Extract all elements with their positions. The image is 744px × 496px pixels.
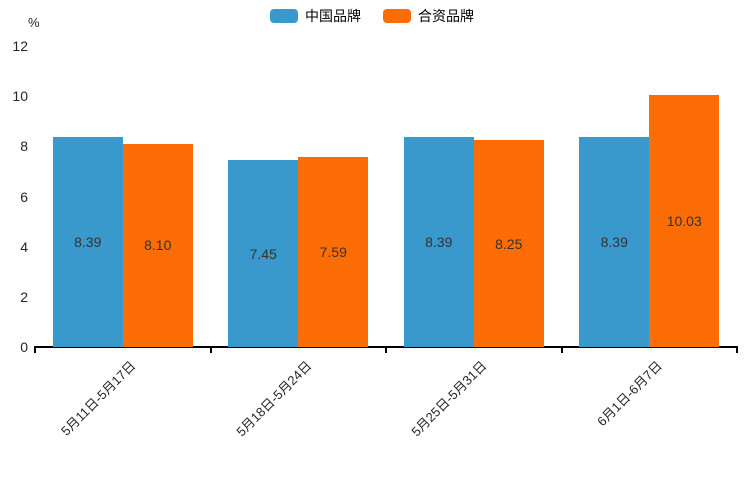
bar-series-1-group-4[interactable]	[579, 136, 650, 347]
bar-series-2-group-1[interactable]	[122, 143, 193, 347]
x-axis-line	[34, 346, 738, 348]
legend-swatch	[270, 9, 298, 23]
bar-series-1-group-3[interactable]	[403, 136, 474, 347]
x-tick-mark	[736, 348, 738, 353]
y-tick-label: 0	[20, 339, 28, 355]
bar-value-label: 7.45	[249, 245, 277, 262]
x-tick-label: 5月25日-5月31日	[408, 358, 490, 440]
bar-value-label: 8.10	[144, 237, 172, 254]
legend-label: 中国品牌	[305, 8, 361, 24]
legend-swatch	[383, 9, 411, 23]
legend-label: 合资品牌	[418, 8, 474, 24]
y-axis-unit-label: %	[28, 15, 40, 30]
bar-value-label: 7.59	[319, 243, 347, 260]
bar-series-1-group-1[interactable]	[52, 136, 123, 347]
x-tick-label: 5月11日-5月17日	[58, 358, 139, 439]
y-tick-label: 2	[20, 288, 28, 305]
legend-item-series-2[interactable]: 合资品牌	[383, 8, 474, 24]
bar-value-label: 8.39	[74, 233, 102, 250]
bar-series-2-group-4[interactable]	[649, 95, 720, 347]
x-tick-mark	[34, 348, 36, 353]
x-tick-label: 5月18日-5月24日	[232, 358, 314, 440]
x-tick-label: 6月1日-6月7日	[594, 358, 665, 430]
x-tick-mark	[560, 348, 563, 353]
bar-value-label: 8.39	[425, 233, 453, 250]
bar-value-label: 10.03	[666, 213, 702, 230]
y-tick-label: 8	[20, 138, 28, 155]
bar-series-2-group-2[interactable]	[298, 156, 369, 347]
bar-series-1-group-2[interactable]	[228, 160, 299, 347]
bar-value-label: 8.25	[495, 235, 523, 252]
legend-item-series-1[interactable]: 中国品牌	[270, 8, 361, 24]
bar-series-2-group-3[interactable]	[473, 140, 544, 347]
y-tick-label: 10	[12, 88, 28, 105]
y-tick-label: 12	[12, 38, 28, 54]
x-tick-mark	[385, 348, 387, 353]
chart-legend: 中国品牌 合资品牌	[0, 8, 744, 24]
bar-value-label: 8.39	[600, 233, 628, 250]
x-tick-mark	[209, 348, 212, 353]
y-tick-label: 4	[20, 238, 28, 255]
y-tick-label: 6	[20, 188, 28, 205]
